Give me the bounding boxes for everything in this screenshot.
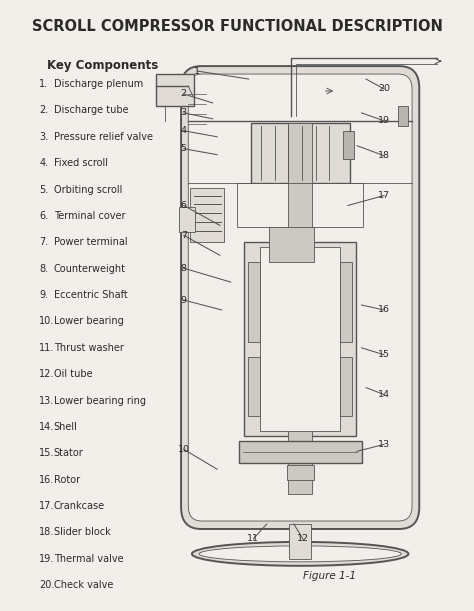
Text: 13.: 13. xyxy=(39,395,55,406)
Text: Rotor: Rotor xyxy=(54,475,80,485)
Text: 12.: 12. xyxy=(39,369,55,379)
Text: 4: 4 xyxy=(181,126,187,135)
Text: 20: 20 xyxy=(378,84,390,93)
Text: 11.: 11. xyxy=(39,343,55,353)
Text: 13: 13 xyxy=(378,440,390,449)
Bar xyxy=(156,74,194,106)
FancyBboxPatch shape xyxy=(188,74,412,521)
Text: 14.: 14. xyxy=(39,422,55,432)
Text: 14: 14 xyxy=(378,390,390,399)
Text: Fixed scroll: Fixed scroll xyxy=(54,158,108,168)
Bar xyxy=(287,465,314,480)
Text: Terminal cover: Terminal cover xyxy=(54,211,125,221)
Text: Stator: Stator xyxy=(54,448,83,458)
Text: 9: 9 xyxy=(181,296,187,304)
Bar xyxy=(190,188,224,243)
Text: Lower bearing ring: Lower bearing ring xyxy=(54,395,146,406)
Bar xyxy=(340,262,353,342)
Text: 12: 12 xyxy=(297,535,309,543)
Text: Pressure relief valve: Pressure relief valve xyxy=(54,132,153,142)
Bar xyxy=(179,208,195,232)
Text: 17.: 17. xyxy=(39,501,55,511)
Text: Counterweight: Counterweight xyxy=(54,264,126,274)
Text: 10.: 10. xyxy=(39,316,55,326)
Text: Discharge tube: Discharge tube xyxy=(54,106,128,115)
Bar xyxy=(398,106,409,126)
Bar xyxy=(248,357,260,417)
Ellipse shape xyxy=(199,546,401,562)
Bar xyxy=(237,183,364,227)
Text: 18: 18 xyxy=(378,151,390,160)
Text: 17: 17 xyxy=(378,191,390,200)
Text: 6.: 6. xyxy=(39,211,48,221)
Bar xyxy=(251,123,350,183)
Text: Power terminal: Power terminal xyxy=(54,237,128,247)
Text: 7: 7 xyxy=(181,231,187,240)
Text: Slider block: Slider block xyxy=(54,527,110,538)
Text: Shell: Shell xyxy=(54,422,78,432)
Ellipse shape xyxy=(192,542,409,566)
Text: 2.: 2. xyxy=(39,106,49,115)
Text: Figure 1-1: Figure 1-1 xyxy=(303,571,356,580)
Text: Thermal valve: Thermal valve xyxy=(54,554,123,564)
Text: 5.: 5. xyxy=(39,185,49,194)
Text: Orbiting scroll: Orbiting scroll xyxy=(54,185,122,194)
Text: 15.: 15. xyxy=(39,448,55,458)
Text: 10: 10 xyxy=(178,445,190,454)
Bar xyxy=(248,262,260,342)
Text: 8.: 8. xyxy=(39,264,48,274)
Bar xyxy=(244,243,356,436)
Text: 8: 8 xyxy=(181,264,187,273)
Text: Crankcase: Crankcase xyxy=(54,501,105,511)
Bar xyxy=(260,247,340,431)
Text: Discharge plenum: Discharge plenum xyxy=(54,79,143,89)
Text: 1.: 1. xyxy=(39,79,48,89)
Bar xyxy=(269,227,314,262)
Text: SCROLL COMPRESSOR FUNCTIONAL DESCRIPTION: SCROLL COMPRESSOR FUNCTIONAL DESCRIPTION xyxy=(32,20,442,34)
Text: 1: 1 xyxy=(194,67,201,76)
Text: Lower bearing: Lower bearing xyxy=(54,316,124,326)
Text: 3.: 3. xyxy=(39,132,48,142)
Bar xyxy=(289,524,311,559)
Text: Check valve: Check valve xyxy=(54,580,113,590)
Text: 2: 2 xyxy=(181,89,187,98)
Text: Oil tube: Oil tube xyxy=(54,369,92,379)
Text: 16.: 16. xyxy=(39,475,55,485)
Text: 15: 15 xyxy=(378,350,390,359)
Text: Thrust washer: Thrust washer xyxy=(54,343,124,353)
Text: 19: 19 xyxy=(378,116,390,125)
Text: 7.: 7. xyxy=(39,237,49,247)
Bar xyxy=(344,131,354,159)
Text: 20.: 20. xyxy=(39,580,55,590)
Text: Key Components: Key Components xyxy=(47,59,158,72)
Bar xyxy=(289,123,312,494)
Text: 11: 11 xyxy=(247,535,259,543)
Text: 19.: 19. xyxy=(39,554,55,564)
Text: 9.: 9. xyxy=(39,290,48,300)
Text: 16: 16 xyxy=(378,306,390,315)
Text: Eccentric Shaft: Eccentric Shaft xyxy=(54,290,128,300)
Bar xyxy=(340,357,353,417)
Text: 6: 6 xyxy=(181,201,187,210)
Text: 3: 3 xyxy=(181,108,187,117)
FancyBboxPatch shape xyxy=(181,66,419,529)
Bar xyxy=(239,441,362,463)
Text: 5: 5 xyxy=(181,144,187,153)
Text: 4.: 4. xyxy=(39,158,48,168)
Text: 18.: 18. xyxy=(39,527,55,538)
